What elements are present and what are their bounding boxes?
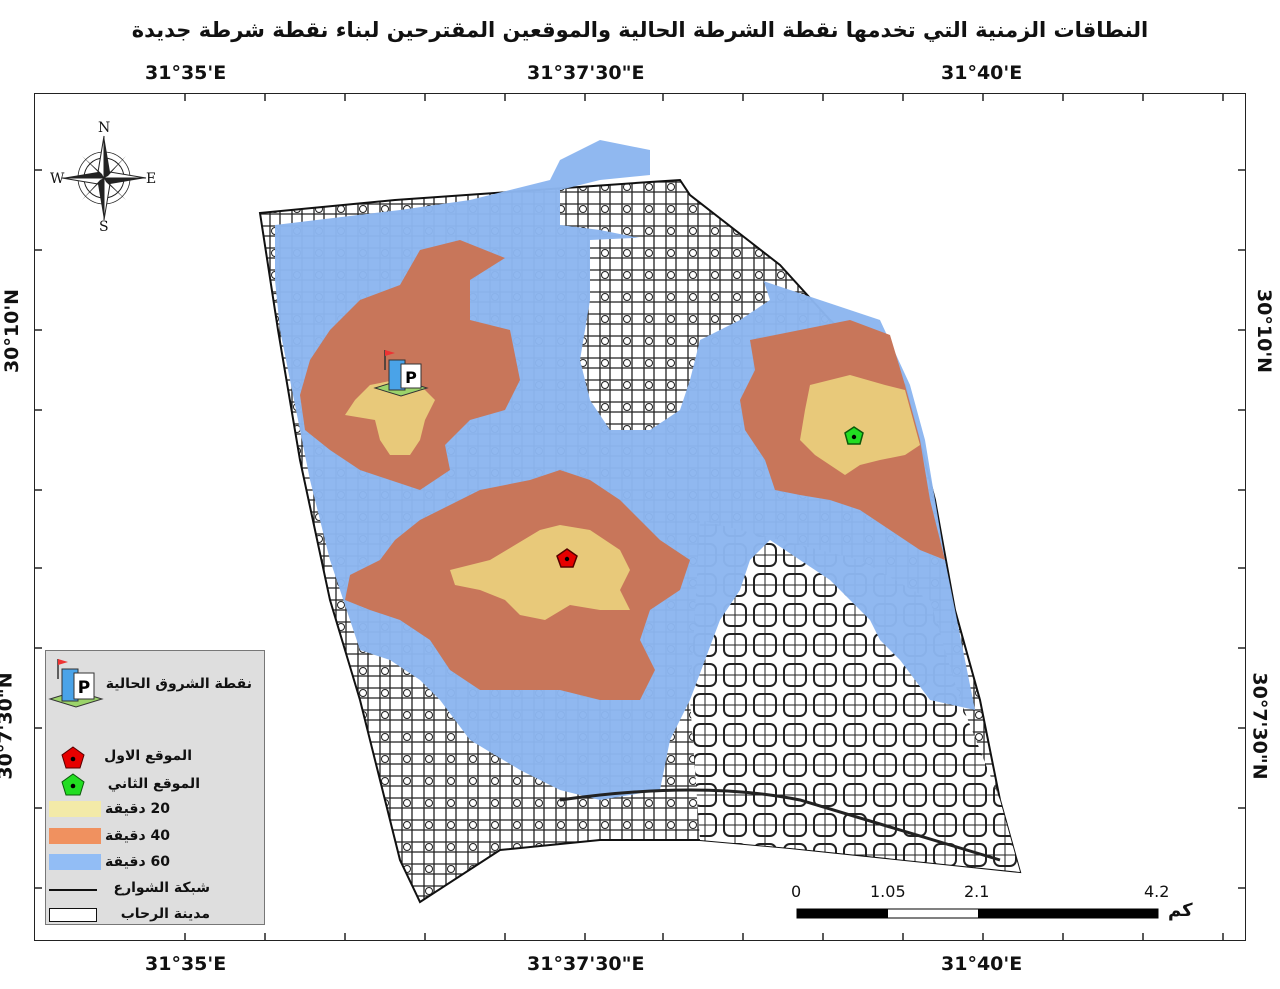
legend-zone40-swatch <box>49 828 101 844</box>
bottom-lon-label-2: 31°37'30"E <box>527 953 645 975</box>
legend-site1-icon <box>61 746 85 769</box>
legend-zone20-label: 20 دقيقة <box>105 801 170 817</box>
zone-20-minutes-current <box>345 380 435 455</box>
map-title: النطاقات الزمنية التي تخدمها نقطة الشرطة… <box>131 18 1149 42</box>
top-lon-label-3: 31°40'E <box>941 62 1023 84</box>
map-frame <box>34 93 1246 941</box>
zone-20-minutes-site1 <box>450 525 630 620</box>
svg-text:P: P <box>78 678 90 698</box>
compass-s: S <box>99 219 109 235</box>
legend-zone60-swatch <box>49 854 101 870</box>
bottom-lon-label-3: 31°40'E <box>941 953 1023 975</box>
legend-zone40-label: 40 دقيقة <box>105 828 170 844</box>
street-network-east <box>690 520 1020 872</box>
legend-site2-icon <box>61 773 85 796</box>
legend-current-point-label: نقطة الشروق الحالية <box>105 676 252 692</box>
zone-20-minutes-site2 <box>800 375 920 475</box>
legend-site1-label: الموقع الاول <box>104 748 192 764</box>
legend-zone20-swatch <box>49 801 101 817</box>
uncovered-area-north <box>580 235 770 430</box>
legend: P نقطة الشروق الحالية الموقع الاول الموق… <box>45 650 265 925</box>
scale-unit: كم <box>1168 900 1193 921</box>
compass-e: E <box>146 171 157 187</box>
scale-tick-3: 4.2 <box>1144 882 1170 901</box>
top-lon-label-1: 31°35'E <box>145 62 227 84</box>
legend-city-swatch <box>49 908 97 922</box>
legend-site2-label: الموقع الثاني <box>107 776 200 792</box>
site2-marker-dot <box>851 434 857 440</box>
legend-city-label: مدينة الرحاب <box>120 906 210 922</box>
frame-ticks <box>34 93 1246 941</box>
legend-roads-line <box>49 889 97 891</box>
legend-roads-label: شبكة الشوارع <box>113 880 211 896</box>
ring-road <box>559 788 1001 862</box>
scale-tick-2: 2.1 <box>964 882 990 901</box>
compass-w: W <box>50 171 65 187</box>
scale-bar <box>796 908 1159 919</box>
legend-police-icon: P <box>48 659 104 708</box>
svg-text:P: P <box>405 368 417 387</box>
bottom-lon-label-1: 31°35'E <box>145 953 227 975</box>
compass-n: N <box>98 120 111 136</box>
top-lon-label-2: 31°37'30"E <box>527 62 645 84</box>
site1-marker-dot <box>564 556 570 562</box>
legend-zone60-label: 60 دقيقة <box>105 854 170 870</box>
scale-tick-1: 1.05 <box>870 882 906 901</box>
north-arrow-icon <box>61 135 147 221</box>
scale-tick-0: 0 <box>791 882 802 901</box>
police-station-icon[interactable]: P <box>373 350 429 397</box>
